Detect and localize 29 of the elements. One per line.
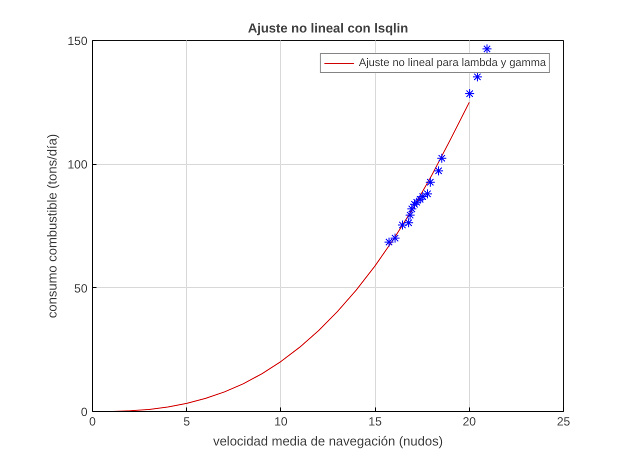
y-tick-label: 150: [67, 34, 88, 48]
x-tick-label: 15: [368, 414, 382, 428]
x-tick-label: 0: [89, 414, 96, 428]
point: [405, 210, 416, 220]
y-tick-label: 0: [80, 405, 88, 419]
point: [482, 44, 492, 54]
y-tick-label: 100: [67, 158, 88, 172]
legend-label: Ajuste no lineal para lambda y gamma: [358, 57, 546, 69]
x-axis-title: velocidad media de navegación (nudos): [213, 434, 443, 448]
point: [412, 197, 422, 208]
y-axis-title: consumo combustible (tons/día): [44, 134, 60, 318]
point: [472, 72, 482, 82]
x-tick-label: 25: [556, 414, 570, 428]
x-tick-label: 5: [183, 414, 190, 428]
point: [436, 153, 447, 164]
x-tick-label: 10: [274, 414, 288, 428]
point: [406, 204, 417, 214]
point: [404, 218, 414, 228]
y-tick-label: 50: [74, 281, 88, 296]
point: [425, 177, 436, 188]
chart-title: Ajuste no lineal con lsqlin: [248, 20, 408, 36]
point: [415, 194, 426, 204]
point: [384, 237, 394, 248]
point: [390, 233, 400, 244]
point: [397, 220, 408, 230]
point: [409, 199, 420, 210]
point: [464, 88, 475, 99]
point: [434, 166, 444, 176]
x-tick-label: 20: [462, 414, 476, 428]
